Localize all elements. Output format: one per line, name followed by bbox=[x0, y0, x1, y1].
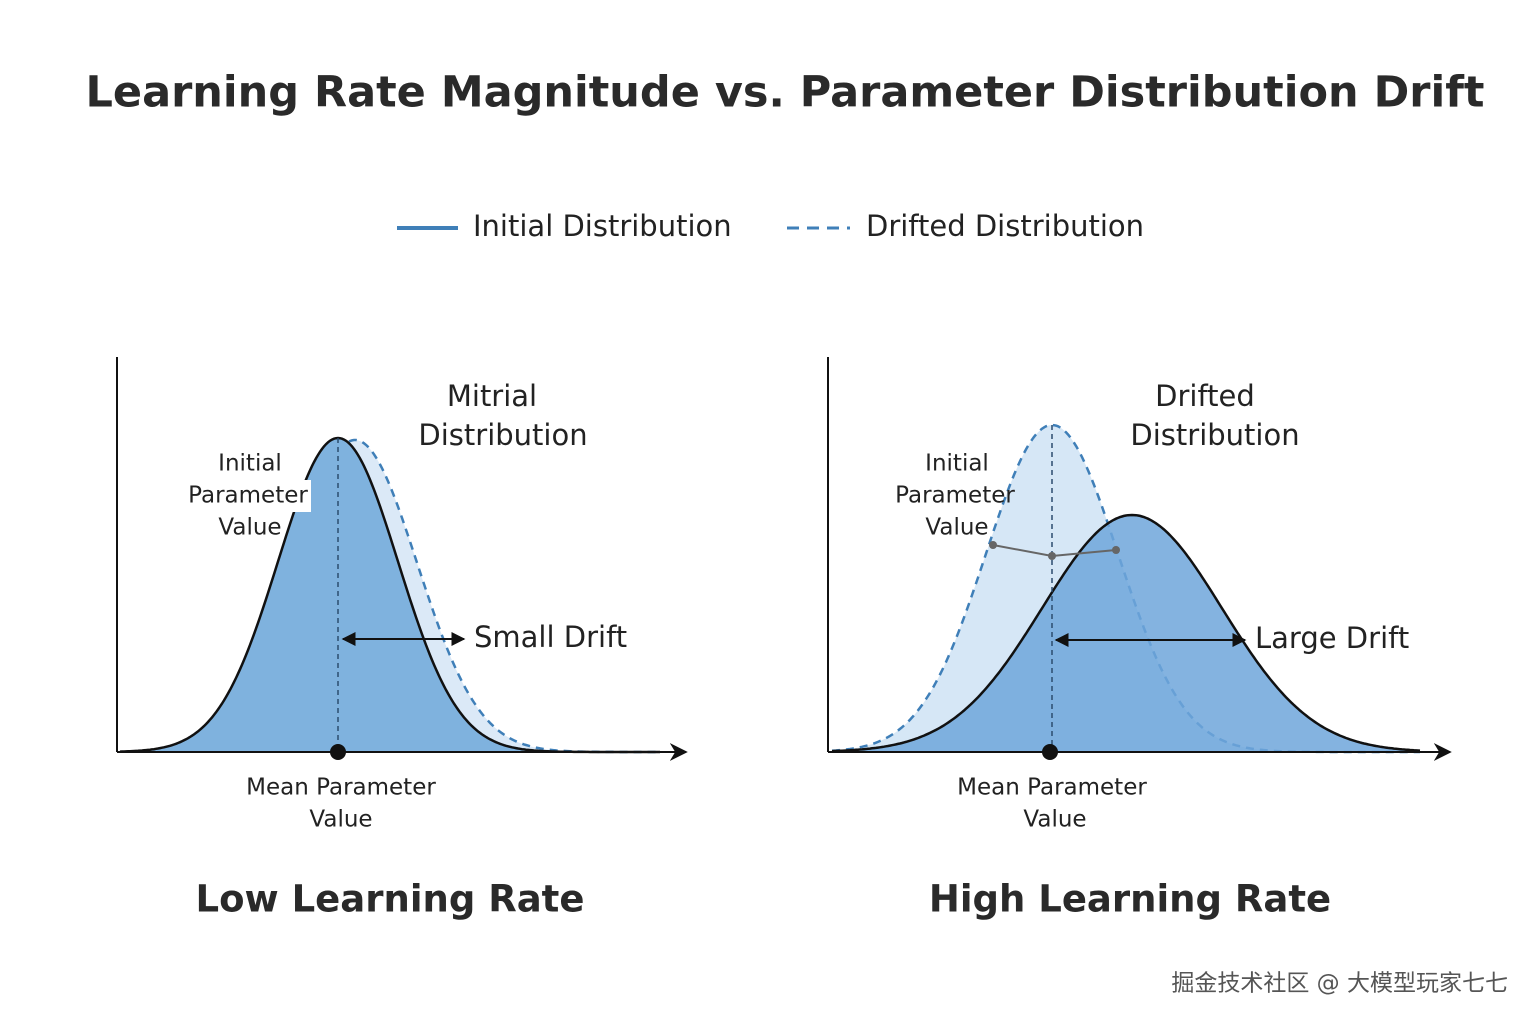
label-bg bbox=[183, 480, 311, 512]
legend-label: Drifted Distribution bbox=[866, 209, 1144, 243]
mean-label: Mean Parameter bbox=[957, 775, 1147, 801]
initial-label: Parameter bbox=[188, 483, 308, 509]
initial-curve-fill bbox=[120, 438, 660, 752]
watermark: 掘金技术社区 @ 大模型玩家七七 bbox=[1171, 971, 1508, 997]
drift-label: Large Drift bbox=[1255, 621, 1409, 655]
connector-dot bbox=[989, 541, 997, 549]
connector-dot bbox=[1048, 552, 1056, 560]
initial-label: Initial bbox=[925, 451, 989, 477]
curve-label: Drifted bbox=[1155, 379, 1255, 413]
mean-label: Value bbox=[1023, 807, 1086, 833]
mean-dot bbox=[330, 744, 346, 760]
panel-title: Low Learning Rate bbox=[196, 878, 585, 921]
curves bbox=[119, 423, 1421, 754]
curve-label: Distribution bbox=[1130, 418, 1299, 452]
drift-label: Small Drift bbox=[474, 620, 627, 654]
initial-label: Initial bbox=[218, 451, 282, 477]
legend-label: Initial Distribution bbox=[473, 209, 732, 243]
mean-label: Mean Parameter bbox=[246, 775, 436, 801]
initial-label: Parameter bbox=[895, 483, 1015, 509]
panel-title: High Learning Rate bbox=[929, 878, 1331, 921]
initial-curve bbox=[831, 513, 1421, 753]
mean-dot bbox=[1042, 744, 1058, 760]
title: Learning Rate Magnitude vs. Parameter Di… bbox=[86, 68, 1485, 118]
mean-label: Value bbox=[309, 807, 372, 833]
curve-label: Distribution bbox=[418, 418, 587, 452]
connector-dot bbox=[1112, 546, 1120, 554]
initial-label: Value bbox=[218, 515, 281, 541]
initial-label: Value bbox=[925, 515, 988, 541]
curve-label: Mitrial bbox=[447, 379, 537, 413]
